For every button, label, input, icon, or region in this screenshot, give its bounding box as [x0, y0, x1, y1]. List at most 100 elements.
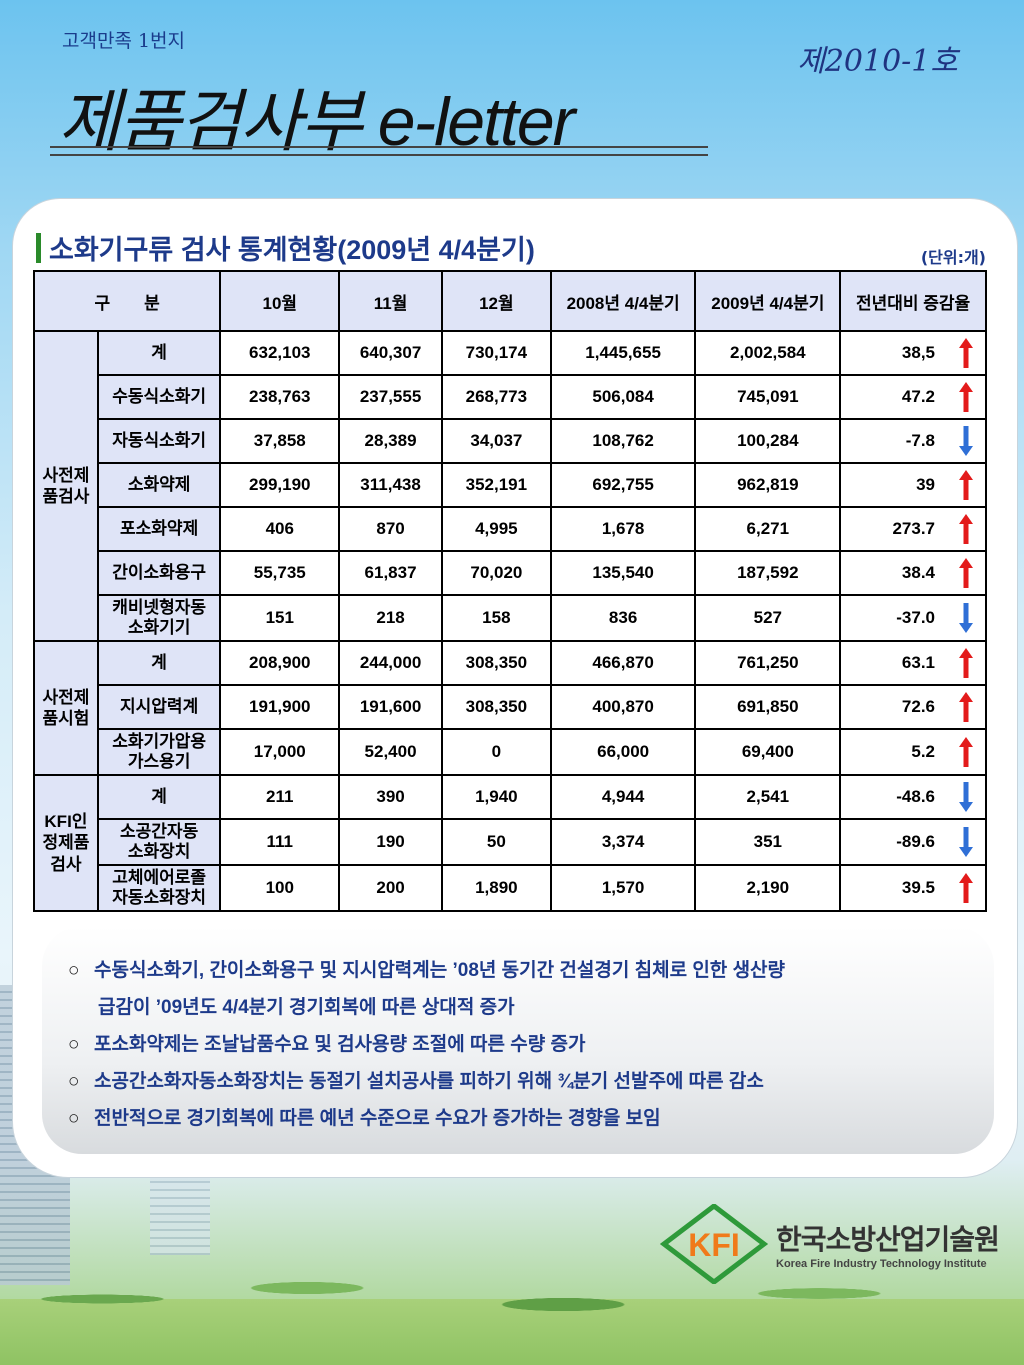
change-value: 63.1: [901, 653, 935, 672]
cell-nov: 190: [338, 818, 443, 866]
cell-q2009: 691,850: [694, 684, 842, 730]
cell-dec: 34,037: [440, 418, 552, 464]
cell-q2008: 108,762: [549, 418, 697, 464]
cell-q2009: 761,250: [694, 640, 842, 686]
change-value: 273.7: [892, 519, 935, 538]
cell-dec: 352,191: [440, 462, 552, 508]
arrow-down-icon: [959, 827, 973, 857]
section-marker: [36, 232, 41, 263]
cell-oct: 111: [219, 818, 341, 866]
row-label: 수동식소화기: [96, 374, 222, 420]
section-header: 소화기구류 검사 통계현황(2009년 4/4분기): [36, 228, 535, 267]
arrow-up-icon: [959, 692, 973, 722]
column-header: 2009년 4/4분기: [694, 270, 842, 332]
table-header-row: 구 분 10월 11월 12월 2008년 4/4분기 2009년 4/4분기 …: [32, 270, 987, 332]
cell-change: 72.6: [839, 684, 987, 730]
cell-oct: 632,103: [219, 330, 341, 376]
table-body: 사전제 품검사 계 632,103 640,307 730,174 1,445,655 2,…: [33, 330, 987, 912]
cell-change: -7.8: [839, 418, 987, 464]
arrow-up-icon: [959, 737, 973, 767]
cell-q2009: 100,284: [694, 418, 842, 464]
cell-oct: 208,900: [219, 640, 341, 686]
row-label: 계: [96, 330, 222, 376]
cell-nov: 200: [338, 864, 443, 912]
table-row: 소화기가압용 가스용기 17,000 52,400 0 66,000 69,400 5.2: [34, 728, 987, 776]
column-header: 구 분: [32, 270, 222, 332]
cell-dec: 158: [440, 594, 552, 642]
change-value: 38,5: [901, 343, 935, 362]
note-text: 소공간소화자동소화장치는 동절기 설치공사를 피하기 위해 ¾분기 선발주에 따…: [94, 1071, 764, 1092]
newsletter-subtitle: 고객만족 1번지: [62, 30, 186, 52]
cell-dec: 1,890: [440, 864, 552, 912]
cell-change: 38.4: [839, 550, 987, 596]
cell-q2008: 1,570: [549, 864, 697, 912]
kfi-logo-graphic: KFI: [659, 1202, 769, 1286]
organization-name-korean: 한국소방산업기술원: [776, 1224, 1000, 1255]
cell-change: 273.7: [839, 506, 987, 552]
row-label: 고체에어로졸 자동소화장치: [96, 864, 222, 912]
row-label: 지시압력계: [96, 684, 222, 730]
note-item: ○ 수동식소화기, 간이소화용구 및 지시압력계는 ’08년 동기간 건설경기 침…: [68, 952, 994, 989]
row-label: 자동식소화기: [96, 418, 222, 464]
cell-change: 5.2: [839, 728, 987, 776]
cell-oct: 100: [219, 864, 341, 912]
kfi-logo-text: KFI: [688, 1227, 740, 1263]
change-value: -37.0: [896, 608, 935, 627]
cell-q2009: 2,541: [694, 774, 842, 820]
cell-oct: 37,858: [219, 418, 341, 464]
table-row: 포소화약제 406 870 4,995 1,678 6,271 273.7: [34, 506, 987, 552]
row-label: 포소화약제: [96, 506, 222, 552]
change-value: -48.6: [896, 787, 935, 806]
table-row: 고체에어로졸 자동소화장치 100 200 1,890 1,570 2,190 39.5: [34, 864, 987, 912]
notes-list: ○ 수동식소화기, 간이소화용구 및 지시압력계는 ’08년 동기간 건설경기 침…: [42, 926, 994, 1137]
cell-q2008: 135,540: [549, 550, 697, 596]
row-label: 캐비넷형자동 소화기기: [96, 594, 222, 642]
cell-dec: 1,940: [440, 774, 552, 820]
note-item-continuation: 급감이 ’09년도 4/4분기 경기회복에 따른 상대적 증가: [68, 989, 994, 1026]
cell-oct: 406: [219, 506, 341, 552]
cell-nov: 218: [338, 594, 443, 642]
cell-oct: 211: [219, 774, 341, 820]
arrow-down-icon: [959, 603, 973, 633]
logo-text: 한국소방산업기술원 Korea Fire Industry Technology…: [776, 1218, 1000, 1270]
cell-q2008: 66,000: [549, 728, 697, 776]
kfi-logo-icon: KFI: [659, 1202, 769, 1286]
table-row: 캐비넷형자동 소화기기 151 218 158 836 527 -37.0: [34, 594, 987, 642]
cell-nov: 28,389: [338, 418, 443, 464]
cell-q2009: 351: [694, 818, 842, 866]
note-item: ○ 포소화약제는 조날납품수요 및 검사용량 조절에 따른 수량 증가: [68, 1026, 994, 1063]
column-header: 10월: [219, 270, 341, 332]
bullet-icon: ○: [68, 1108, 80, 1129]
cell-oct: 191,900: [219, 684, 341, 730]
table-row: 지시압력계 191,900 191,600 308,350 400,870 691,850…: [34, 684, 987, 730]
cell-nov: 390: [338, 774, 443, 820]
table-row: 사전제 품시험 계 208,900 244,000 308,350 466,870 761,…: [33, 640, 987, 776]
unit-label: (단위:개): [920, 248, 986, 267]
change-value: -7.8: [905, 431, 935, 450]
bullet-icon: ○: [68, 960, 80, 981]
cell-change: 63.1: [839, 640, 987, 686]
bullet-icon: ○: [68, 1071, 80, 1092]
cell-dec: 4,995: [440, 506, 552, 552]
column-header: 전년대비 증감율: [839, 270, 987, 332]
cell-nov: 191,600: [338, 684, 443, 730]
note-text: 전반적으로 경기회복에 따른 예년 수준으로 수요가 증가하는 경향을 보임: [94, 1108, 661, 1129]
cell-q2008: 1,445,655: [549, 330, 697, 376]
note-text: 포소화약제는 조날납품수요 및 검사용량 조절에 따른 수량 증가: [94, 1034, 586, 1055]
cell-dec: 50: [440, 818, 552, 866]
cell-change: 39.5: [839, 864, 987, 912]
arrow-up-icon: [959, 558, 973, 588]
cell-q2008: 4,944: [549, 774, 697, 820]
cell-q2009: 745,091: [694, 374, 842, 420]
cell-dec: 730,174: [440, 330, 552, 376]
group-label: 사전제 품검사: [33, 330, 99, 642]
cell-q2009: 2,002,584: [694, 330, 842, 376]
cell-dec: 70,020: [440, 550, 552, 596]
change-value: 5.2: [911, 742, 935, 761]
table-row: 사전제 품검사 계 632,103 640,307 730,174 1,445,655 2,…: [33, 330, 987, 642]
cell-q2009: 187,592: [694, 550, 842, 596]
cell-change: -37.0: [839, 594, 987, 642]
cell-q2008: 466,870: [549, 640, 697, 686]
change-value: 72.6: [901, 697, 935, 716]
cell-oct: 299,190: [219, 462, 341, 508]
